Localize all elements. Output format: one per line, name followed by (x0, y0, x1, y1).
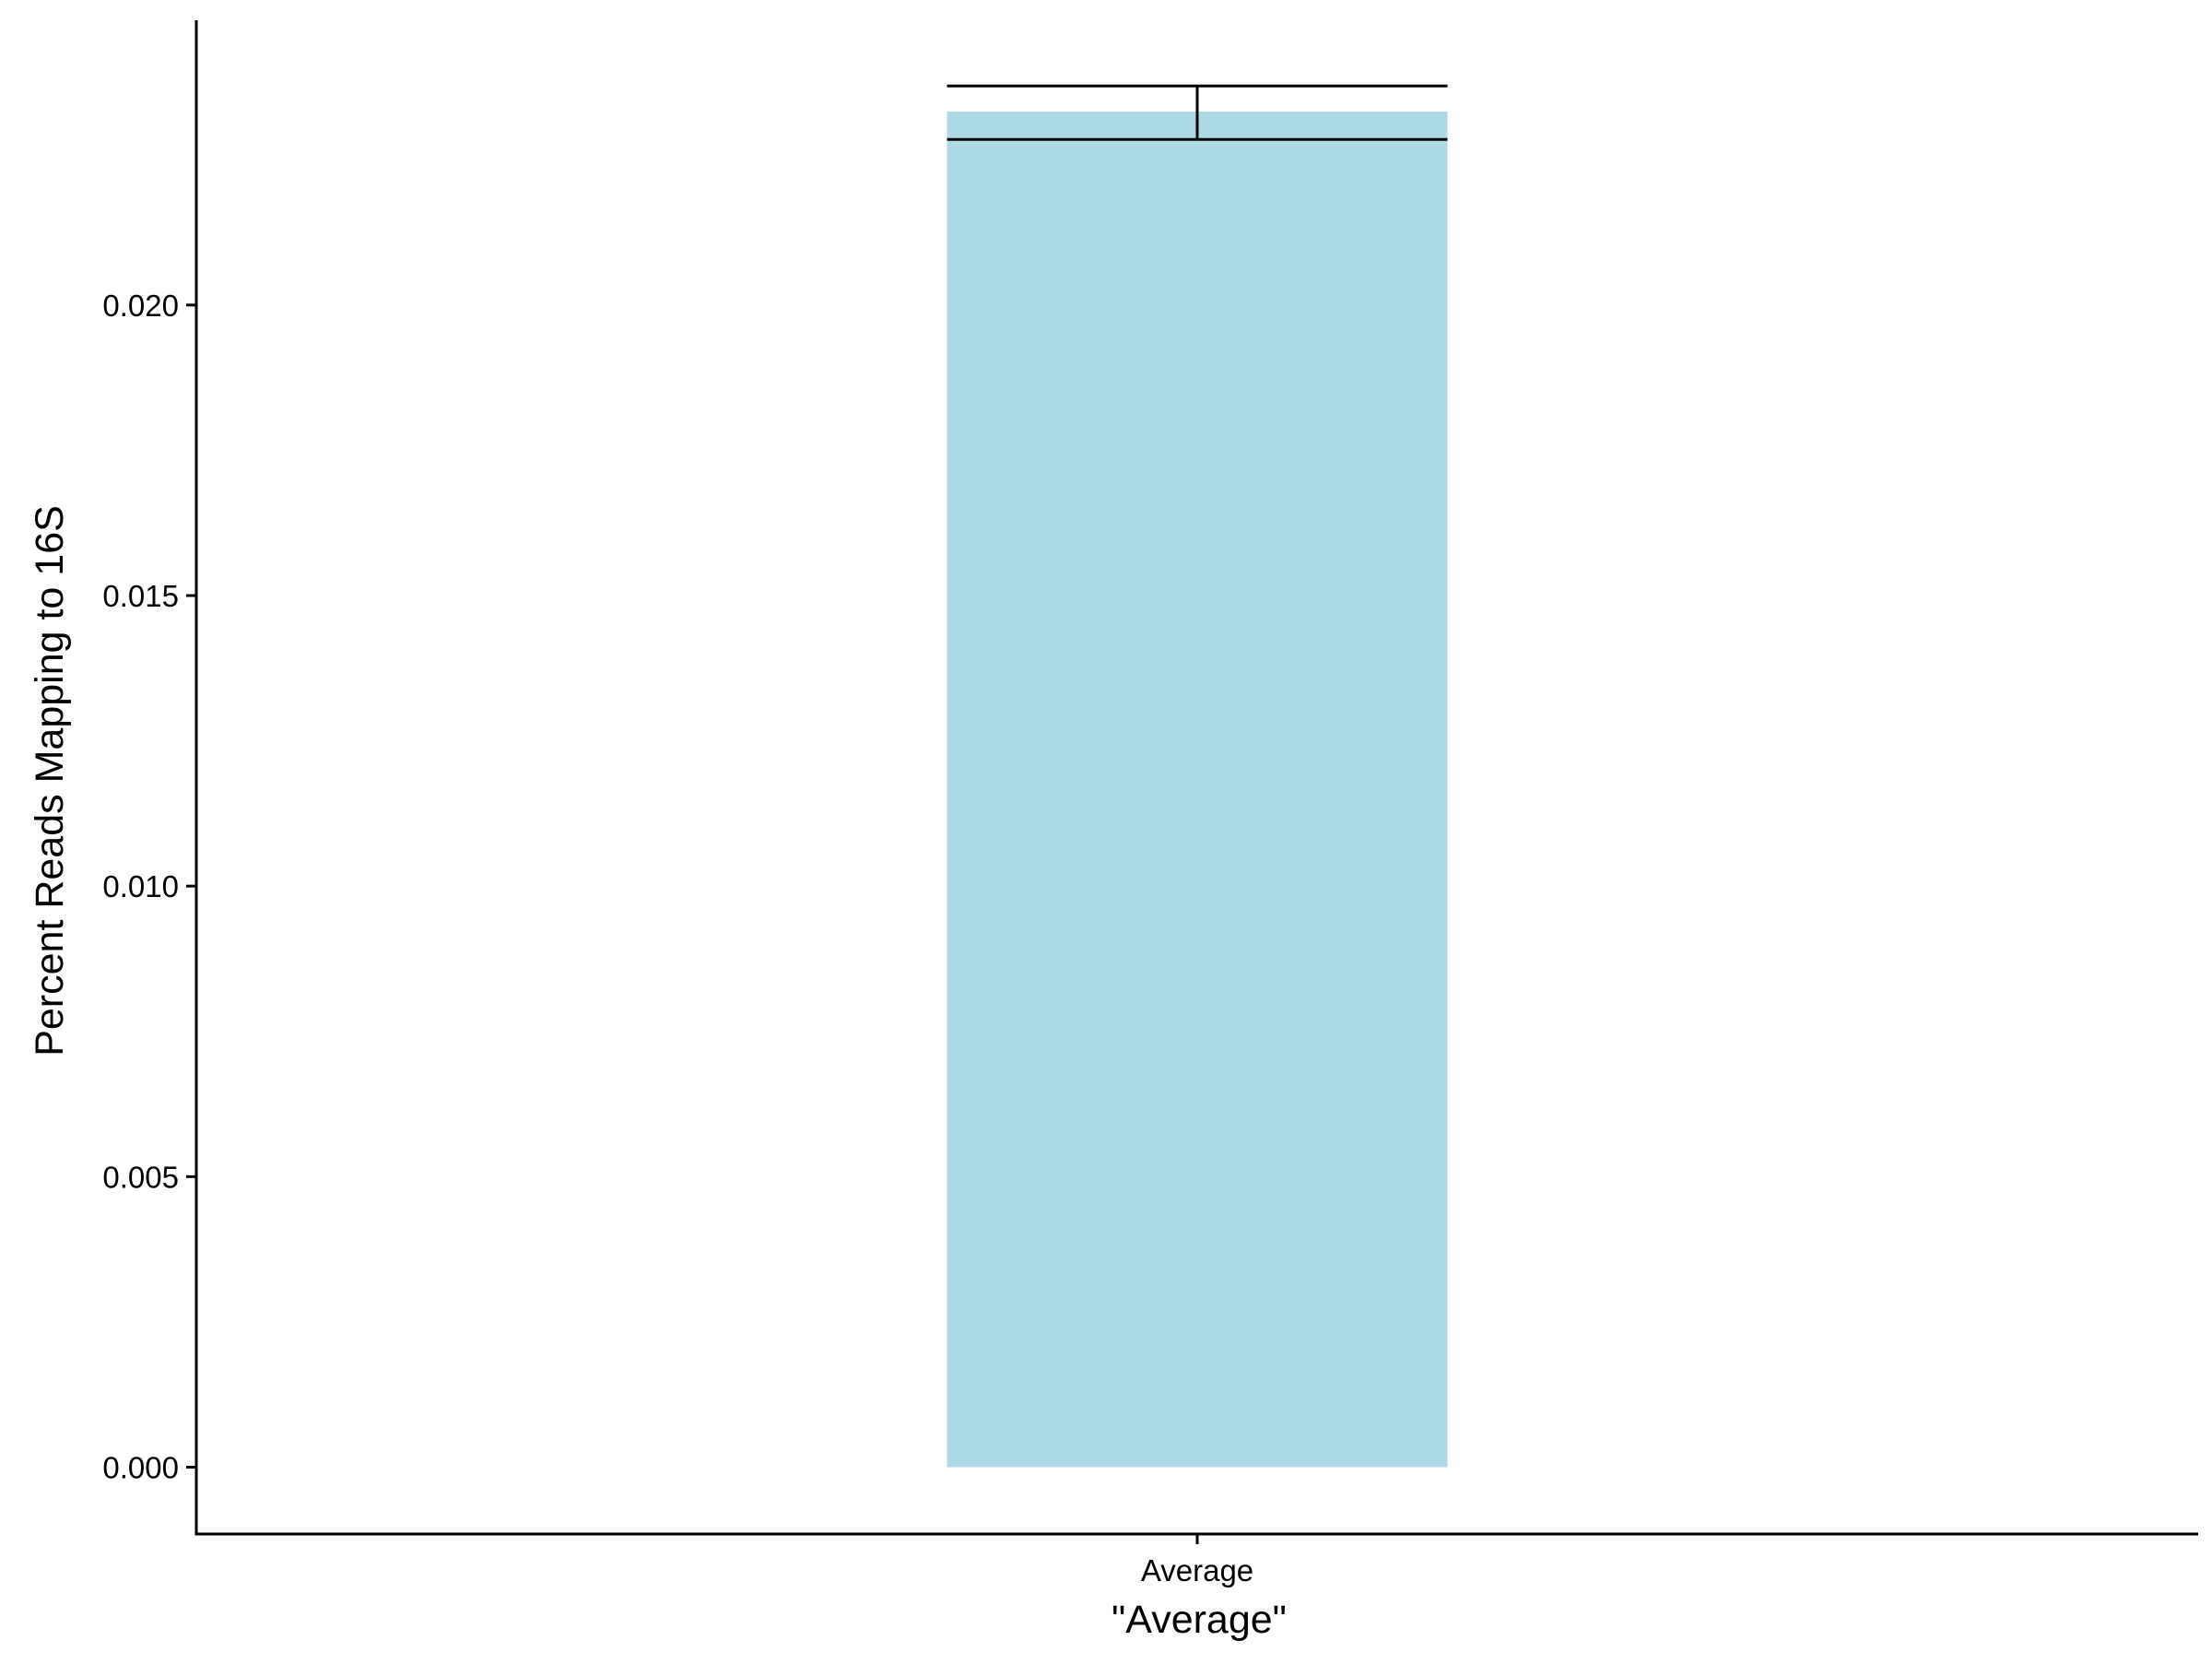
y-tick-label: 0.015 (102, 579, 179, 613)
y-ticks: 0.000 0.005 0.010 0.015 0.020 (102, 289, 196, 1485)
x-axis-title: "Average" (1112, 1598, 1287, 1642)
x-ticks: Average (1141, 1534, 1253, 1587)
y-tick-label: 0.005 (102, 1160, 179, 1194)
error-bars-layer (947, 84, 1448, 141)
bars-layer (947, 111, 1448, 1468)
x-tick-label: Average (1141, 1553, 1253, 1587)
bar-average (947, 111, 1448, 1468)
y-tick-label: 0.010 (102, 869, 179, 903)
y-tick-label: 0.020 (102, 289, 179, 323)
y-tick-label: 0.000 (102, 1451, 179, 1485)
y-axis-title: Percent Reads Mapping to 16S (28, 505, 72, 1056)
error-bar (947, 84, 1448, 141)
